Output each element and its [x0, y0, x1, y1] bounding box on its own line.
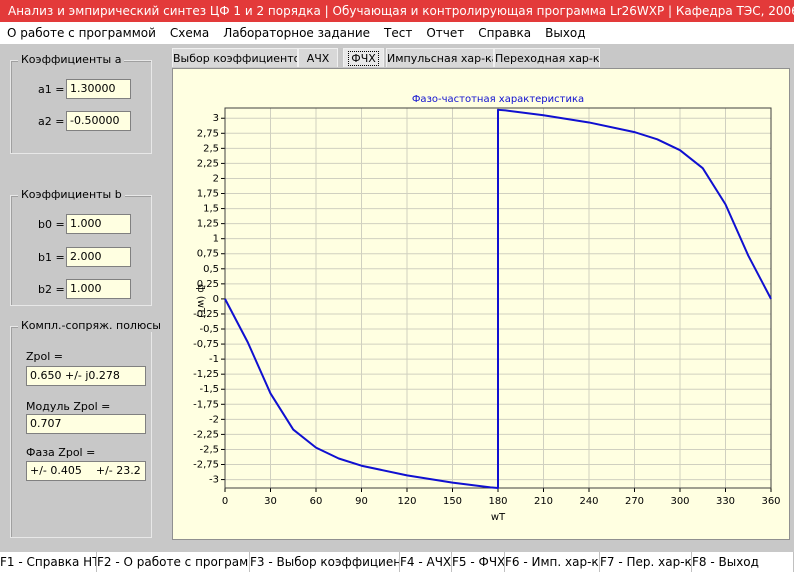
- field-label: Модуль Zpol =: [26, 400, 111, 413]
- y-tick-label: -2,75: [193, 460, 219, 471]
- y-tick-label: -1: [209, 354, 219, 365]
- y-tick-label: 0: [213, 294, 219, 305]
- menu-item[interactable]: Тест: [384, 26, 413, 40]
- y-tick-label: 1,75: [197, 189, 219, 200]
- group-title: Коэффициенты a: [18, 53, 125, 66]
- text-field[interactable]: 2.000: [66, 247, 131, 267]
- text-field[interactable]: 0.650 +/- j0.278: [26, 366, 146, 386]
- y-tick-label: 0,25: [197, 279, 219, 290]
- menu-item[interactable]: Справка: [478, 26, 532, 40]
- tab[interactable]: Импульсная хар-ка: [386, 48, 494, 67]
- y-tick-label: -2,5: [199, 444, 219, 455]
- y-axis-label: ф (wT): [195, 284, 206, 318]
- status-item[interactable]: F5 - ФЧХ: [452, 552, 505, 572]
- y-tick-label: -0,75: [193, 339, 219, 350]
- title-bar: Анализ и эмпирический синтез ЦФ 1 и 2 по…: [0, 0, 794, 22]
- tab-label: Переходная хар-ка: [495, 52, 600, 65]
- x-tick-label: 180: [488, 496, 507, 507]
- status-item[interactable]: F1 - Справка HTML: [0, 552, 97, 572]
- field-label: Фаза Zpol =: [26, 446, 96, 459]
- y-tick-label: -0,25: [193, 309, 219, 320]
- chart-panel: Фазо-частотная характеристика 3 2,75 2,5 2,2…: [172, 68, 790, 540]
- x-tick-label: 120: [397, 496, 416, 507]
- field-label: b0 =: [38, 218, 65, 231]
- text-field[interactable]: +/- 0.405 +/- 23.2 °: [26, 461, 146, 481]
- x-tick-label: 300: [670, 496, 689, 507]
- menu-item[interactable]: Выход: [545, 26, 586, 40]
- x-tick-label: 360: [761, 496, 780, 507]
- field-label: b2 =: [38, 283, 65, 296]
- field-label: Zpol =: [26, 350, 64, 363]
- field-label: b1 =: [38, 251, 65, 264]
- field-label: a1 =: [38, 83, 65, 96]
- x-tick-label: 60: [310, 496, 323, 507]
- y-tick-label: 1: [213, 234, 219, 245]
- status-bar: F1 - Справка HTMLF2 - О работе с програм…: [0, 552, 794, 572]
- text-field[interactable]: 1.000: [66, 214, 131, 234]
- menu-item[interactable]: Отчет: [426, 26, 465, 40]
- y-tick-label: -1,75: [193, 399, 219, 410]
- status-item[interactable]: F6 - Имп. хар-ка: [505, 552, 600, 572]
- menu-item[interactable]: Схема: [169, 26, 210, 40]
- tab-label: Импульсная хар-ка: [387, 52, 494, 65]
- x-tick-label: 270: [625, 496, 644, 507]
- y-tick-label: 2,25: [197, 158, 219, 169]
- text-field[interactable]: 1.000: [66, 279, 131, 299]
- y-tick-label: -3: [209, 475, 219, 486]
- x-tick-label: 150: [443, 496, 462, 507]
- y-tick-label: 0,75: [197, 249, 219, 260]
- tab[interactable]: АЧХ: [298, 48, 338, 67]
- y-tick-label: 0,5: [203, 264, 219, 275]
- menu-bar: О работе с программой Схема Лабораторное з…: [0, 22, 794, 44]
- x-tick-label: 210: [534, 496, 553, 507]
- field-label: a2 =: [38, 115, 65, 128]
- status-item[interactable]: F4 - АЧХ: [400, 552, 452, 572]
- y-tick-label: -0,5: [199, 324, 219, 335]
- tab-label: АЧХ: [306, 52, 330, 65]
- group-title: Компл.-сопряж. полюсы: [18, 319, 164, 332]
- group-title: Коэффициенты b: [18, 188, 125, 201]
- menu-item[interactable]: О работе с программой: [7, 26, 156, 40]
- y-tick-label: -1,5: [199, 384, 219, 395]
- tab-label: ФЧХ: [348, 51, 379, 66]
- x-tick-label: 90: [355, 496, 368, 507]
- status-item[interactable]: F3 - Выбор коэффициентов: [250, 552, 400, 572]
- y-tick-label: -2,25: [193, 429, 219, 440]
- menu-item[interactable]: Лабораторное задание: [223, 26, 371, 40]
- tab[interactable]: Выбор коэффициентов: [172, 48, 298, 67]
- text-field[interactable]: -0.50000: [66, 111, 131, 131]
- x-tick-label: 330: [716, 496, 735, 507]
- tab[interactable]: Переходная хар-ка: [494, 48, 600, 67]
- text-field[interactable]: 1.30000: [66, 79, 131, 99]
- group-box: [10, 60, 152, 154]
- y-tick-label: 1,25: [197, 219, 219, 230]
- tab-label: Выбор коэффициентов: [173, 52, 298, 65]
- x-tick-label: 240: [579, 496, 598, 507]
- text-field[interactable]: 0.707: [26, 414, 146, 434]
- y-tick-label: 2,75: [197, 128, 219, 139]
- y-tick-label: 2,5: [203, 143, 219, 154]
- y-tick-label: 2: [213, 173, 219, 184]
- y-tick-label: -2: [209, 414, 219, 425]
- data-line: [224, 108, 772, 489]
- y-tick-label: 1,5: [203, 204, 219, 215]
- x-tick-label: 30: [264, 496, 277, 507]
- x-axis-label: wT: [491, 512, 506, 523]
- chart-title: Фазо-частотная характеристика: [412, 94, 584, 105]
- status-item[interactable]: F7 - Пер. хар-ка: [600, 552, 692, 572]
- status-item[interactable]: F8 - Выход: [692, 552, 794, 572]
- status-item[interactable]: F2 - О работе с программой: [97, 552, 250, 572]
- tab[interactable]: ФЧХ: [343, 48, 384, 67]
- y-tick-label: 3: [213, 113, 219, 124]
- chart: Фазо-частотная характеристика 3 2,75 2,5 2,2…: [193, 94, 780, 523]
- x-tick-label: 0: [222, 496, 228, 507]
- y-tick-label: -1,25: [193, 369, 219, 380]
